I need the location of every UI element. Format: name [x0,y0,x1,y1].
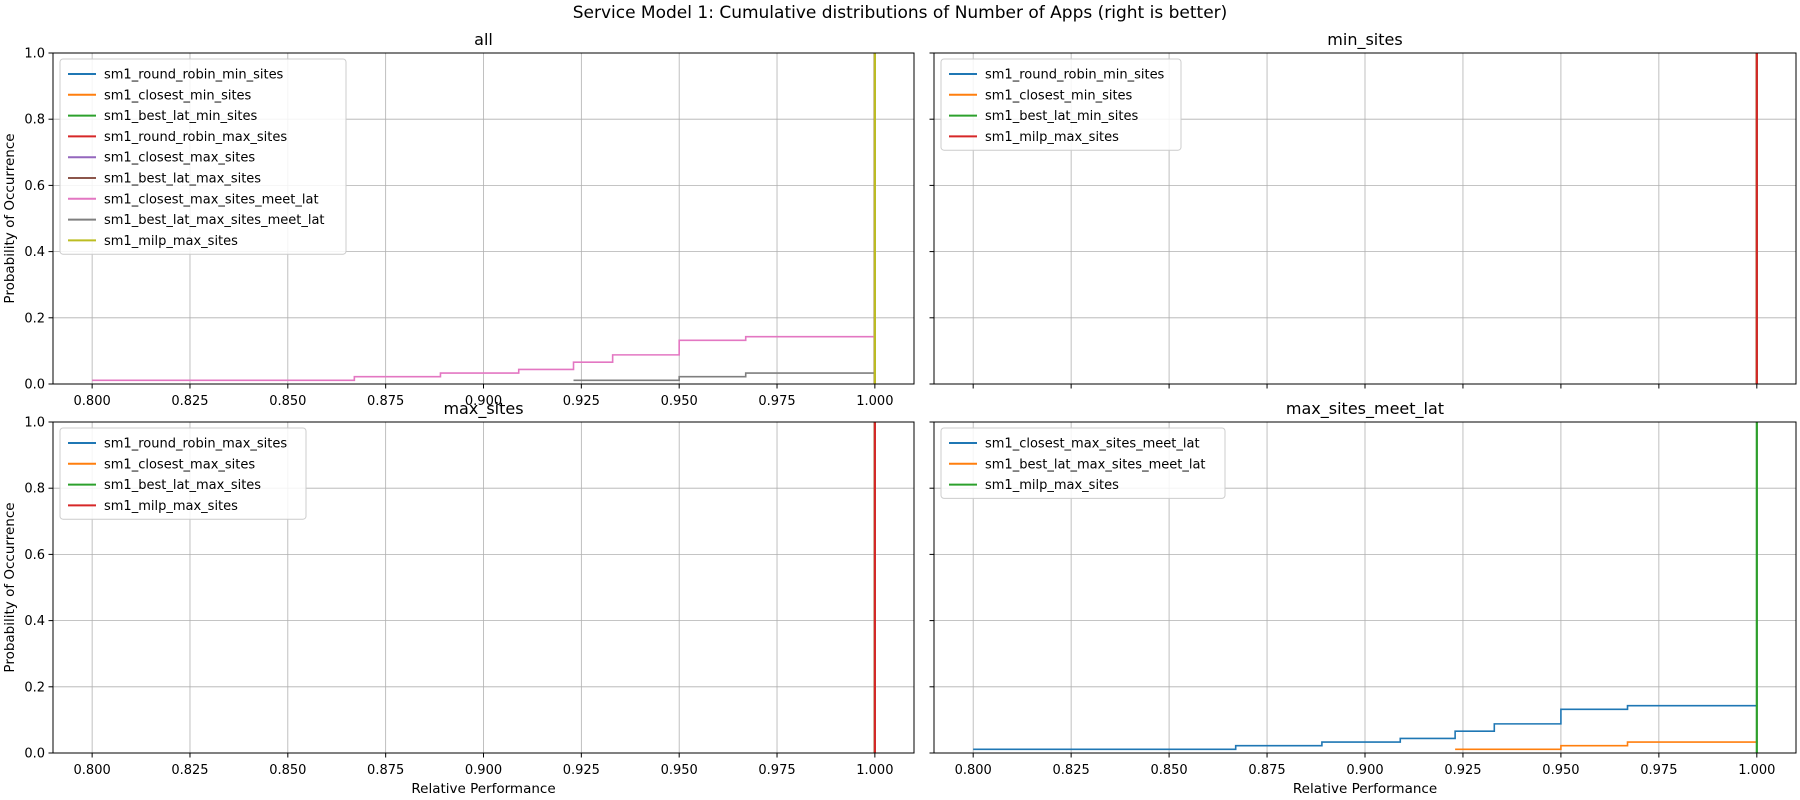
x-tick-label: 0.825 [171,394,208,409]
panel-max-sites: 0.800 0.825 0.850 0.875 0.900 0.925 0.950 0.975… [2,399,915,797]
legend-label: sm1_milp_max_sites [104,234,238,249]
x-tick-label: 0.900 [465,763,502,778]
panel-title: max_sites [443,399,523,419]
legend-label: sm1_round_robin_max_sites [104,437,287,452]
legend-label: sm1_best_lat_max_sites_meet_lat [104,213,325,228]
y-tick-label: 1.0 [24,47,45,62]
x-tick-label: 0.800 [74,394,111,409]
legend-label: sm1_closest_max_sites [104,151,255,166]
y-tick-label: 0.4 [24,245,45,260]
x-tick-label: 0.975 [758,763,795,778]
x-tick-label: 0.925 [563,763,600,778]
panel-max-sites-meet-lat: 0.800 0.825 0.850 0.875 0.900 0.925 0.950 0.975… [929,399,1797,797]
legend-label: sm1_best_lat_max_sites [104,478,261,493]
y-tick-label: 0.2 [24,680,45,695]
legend-label: sm1_round_robin_min_sites [104,68,284,83]
x-tick-label: 0.950 [661,394,698,409]
x-axis-label: Relative Performance [1293,781,1437,797]
y-tick-label: 0.6 [24,548,45,563]
x-tick-label: 0.875 [1248,763,1285,778]
x-tick-label: 0.825 [171,763,208,778]
legend: sm1_round_robin_max_sites sm1_closest_max… [59,427,307,520]
y-tick-label: 1.0 [24,416,45,431]
legend-box [940,58,1182,151]
legend: sm1_round_robin_min_sites sm1_closest_min… [940,58,1182,151]
x-tick-label: 1.000 [856,394,893,409]
x-tick-label: 0.800 [955,763,992,778]
y-tick-label: 0.4 [24,614,45,629]
x-tick-label: 0.925 [1444,763,1481,778]
legend-label: sm1_round_robin_min_sites [985,68,1165,83]
x-tick-label: 0.850 [269,394,306,409]
series-line-sm1-closest-max-sites-meet-lat [973,422,1758,751]
legend-label: sm1_best_lat_min_sites [985,109,1138,124]
y-tick-label: 0.2 [24,311,45,326]
figure-title: Service Model 1: Cumulative distribution… [573,3,1228,23]
legend-label: sm1_closest_max_sites_meet_lat [985,437,1200,452]
x-axis-label: Relative Performance [411,781,555,797]
x-tick-label: 0.850 [269,763,306,778]
y-tick-label: 0.6 [24,179,45,194]
y-tick-label: 0.0 [24,378,45,393]
legend-label: sm1_best_lat_min_sites [104,109,257,124]
x-tick-label: 0.950 [661,763,698,778]
x-tick-label: 0.975 [1640,763,1677,778]
legend: sm1_round_robin_min_sites sm1_closest_min… [59,58,347,255]
panel-all: 0.800 0.825 0.850 0.875 0.900 0.925 0.950 0.975… [2,30,915,409]
x-tick-label: 0.800 [74,763,111,778]
panel-min-sites: min_sites sm1_round_robin_min_sites sm1_cl… [929,30,1797,389]
x-tick-label: 0.875 [367,394,404,409]
panels: 0.800 0.825 0.850 0.875 0.900 0.925 0.950 0.975… [2,30,1797,797]
x-tick-label: 0.875 [367,763,404,778]
x-tick-label: 0.900 [1346,763,1383,778]
legend-label: sm1_milp_max_sites [985,478,1119,493]
y-axis-label: Probability of Occurrence [2,133,18,303]
x-tick-label: 1.000 [1738,763,1775,778]
legend-label: sm1_milp_max_sites [985,130,1119,145]
legend-label: sm1_closest_max_sites_meet_lat [104,192,319,207]
legend-box [940,427,1226,499]
panel-title: min_sites [1327,30,1402,50]
x-tick-label: 0.975 [758,394,795,409]
legend: sm1_closest_max_sites_meet_lat sm1_best_l… [940,427,1226,499]
y-axis-label: Probability of Occurrence [2,502,18,672]
series-line-sm1-closest-max-sites-meet-lat [92,53,876,382]
y-tick-label: 0.8 [24,482,45,497]
legend-label: sm1_best_lat_max_sites_meet_lat [985,457,1206,472]
x-tick-label: 0.850 [1150,763,1187,778]
panel-title: max_sites_meet_lat [1286,399,1444,419]
legend-box [59,58,347,255]
legend-label: sm1_closest_max_sites [104,457,255,472]
legend-label: sm1_closest_min_sites [985,88,1133,103]
legend-label: sm1_milp_max_sites [104,499,238,514]
panel-title: all [474,30,493,49]
legend-label: sm1_round_robin_max_sites [104,130,287,145]
legend-label: sm1_best_lat_max_sites [104,172,261,187]
x-tick-label: 0.900 [465,394,502,409]
x-tick-label: 0.950 [1542,763,1579,778]
y-tick-label: 0.0 [24,747,45,762]
legend-box [59,427,307,520]
x-tick-label: 1.000 [856,763,893,778]
y-tick-label: 0.8 [24,113,45,128]
legend-label: sm1_closest_min_sites [104,88,252,103]
x-tick-label: 0.925 [563,394,600,409]
x-tick-label: 0.825 [1053,763,1090,778]
